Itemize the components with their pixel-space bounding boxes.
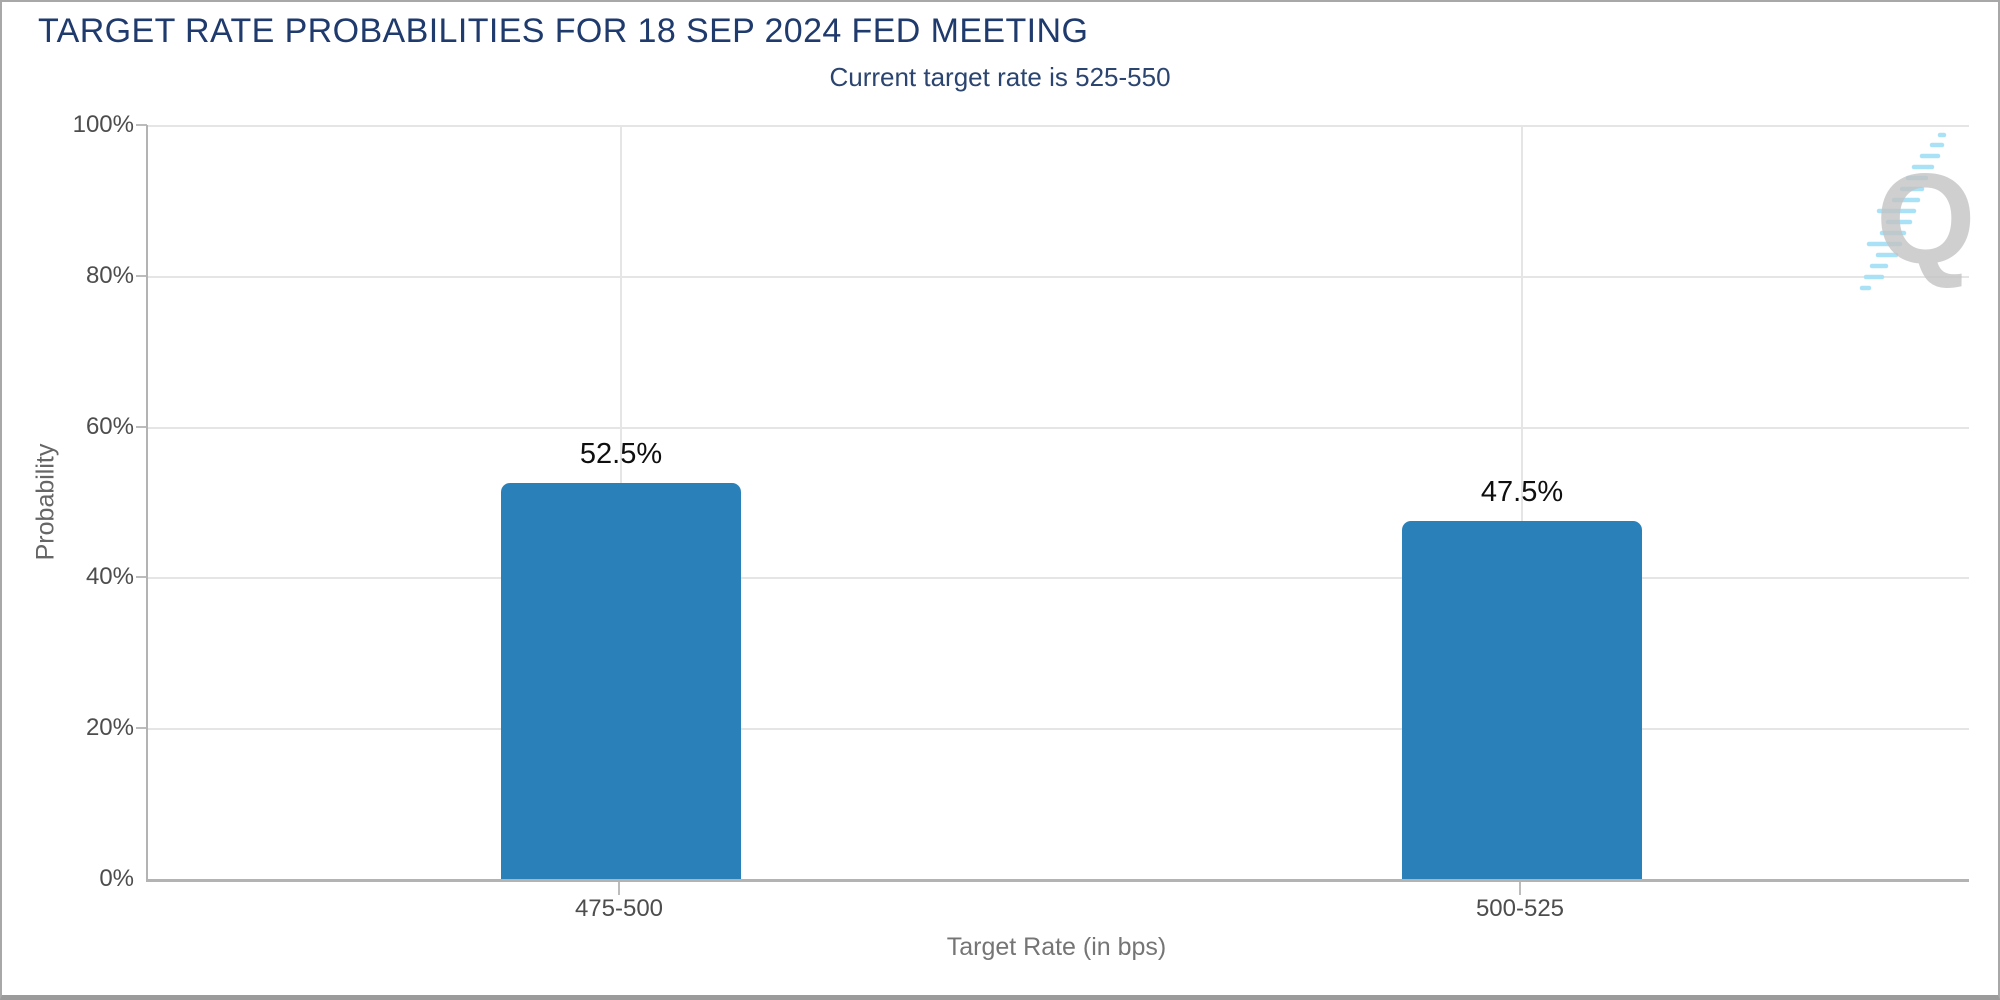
y-tick-mark: [136, 124, 147, 126]
x-tick-mark: [1519, 882, 1521, 895]
gridline-40pct: [148, 577, 1969, 579]
y-tick-label-40: 40%: [85, 563, 134, 590]
chart-title: TARGET RATE PROBABILITIES FOR 18 SEP 202…: [38, 12, 1089, 50]
plot-area: 52.5% 47.5%: [146, 125, 1969, 882]
x-tick-label-500-525: 500-525: [1475, 895, 1565, 922]
x-tick-mark: [618, 882, 620, 895]
y-tick-label-20: 20%: [85, 714, 134, 741]
bar-500-525: [1402, 520, 1642, 879]
gridline-100pct: [148, 125, 1969, 127]
y-tick-mark: [136, 275, 147, 277]
gridline-60pct: [148, 427, 1969, 429]
y-tick-mark: [136, 727, 147, 729]
x-axis-title: Target Rate (in bps): [946, 933, 1167, 961]
gridline-20pct: [148, 728, 1969, 730]
bar-value-label: 52.5%: [579, 438, 663, 471]
x-tick-label-475-500: 475-500: [574, 895, 664, 922]
y-tick-label-60: 60%: [85, 413, 134, 440]
y-tick-label-100: 100%: [72, 111, 134, 138]
chart-subtitle: Current target rate is 525-550: [829, 62, 1171, 92]
y-tick-label-0: 0%: [99, 865, 134, 892]
bar-value-label: 47.5%: [1480, 475, 1564, 508]
bar-475-500: [501, 483, 741, 879]
y-tick-mark: [136, 426, 147, 428]
y-tick-mark: [136, 576, 147, 578]
y-tick-label-80: 80%: [85, 262, 134, 289]
y-axis-title: Probability: [31, 443, 60, 561]
gridline-80pct: [148, 276, 1969, 278]
gridline-category-2: [1521, 125, 1523, 879]
